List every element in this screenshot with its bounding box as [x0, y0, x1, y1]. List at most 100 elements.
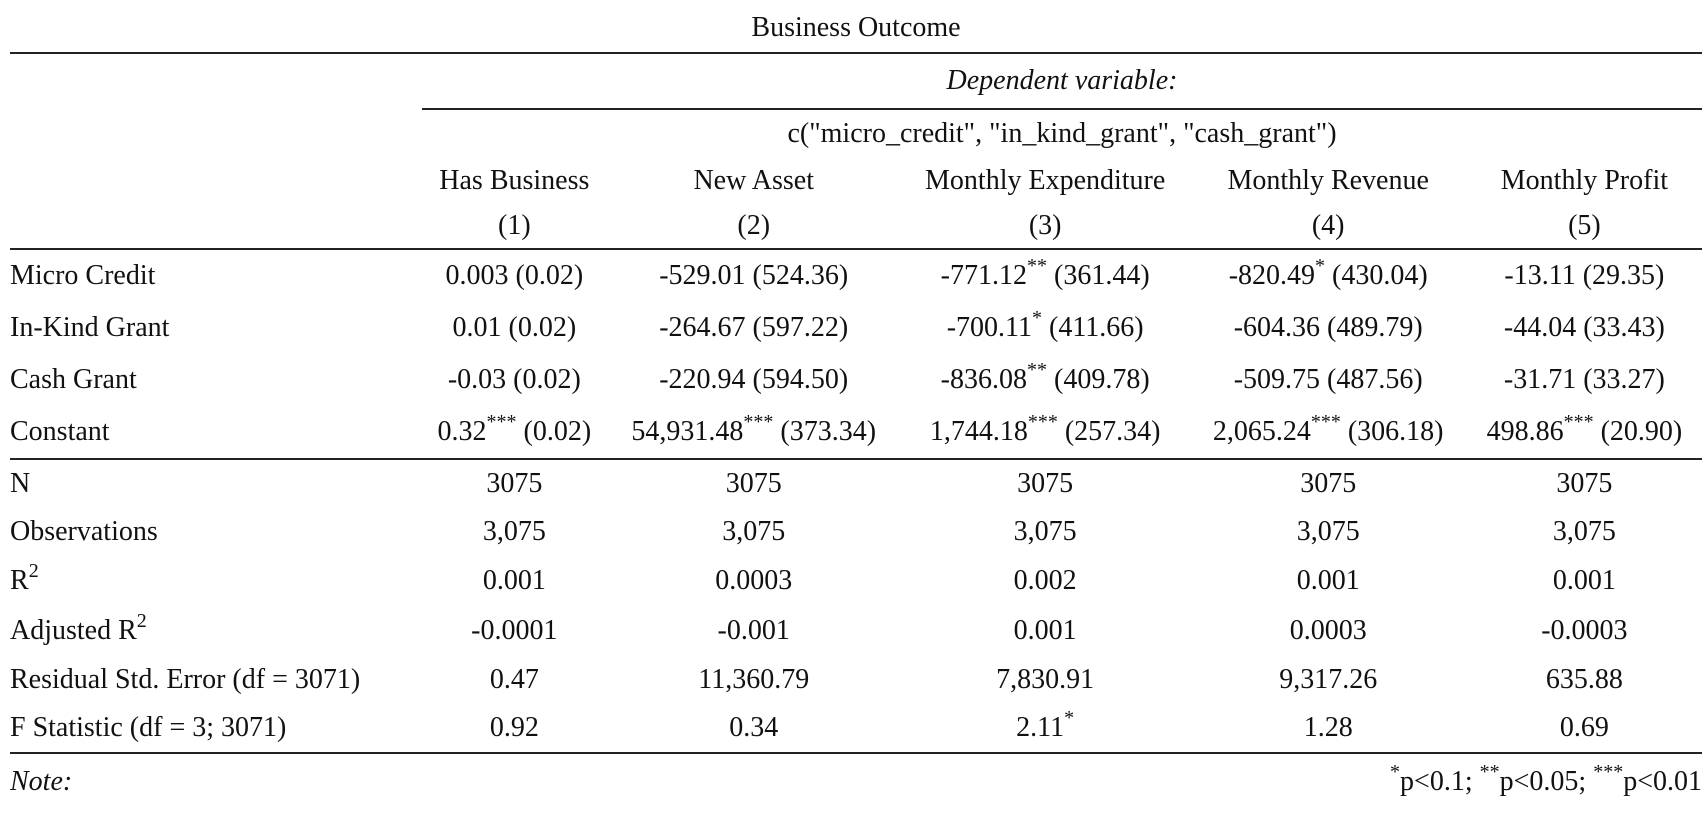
standard-error: (409.78): [1047, 364, 1150, 395]
significance-stars: **: [1479, 761, 1500, 783]
coefficient-cell: -44.04 (33.43): [1467, 302, 1702, 354]
column-numbers-row: (1) (2) (3) (4) (5): [10, 204, 1702, 250]
column-number: (5): [1466, 204, 1702, 250]
coefficient-estimate: 0.003: [445, 260, 509, 291]
coefficient-cell: -264.67 (597.22): [607, 302, 901, 354]
coefficient-estimate: 0.32: [437, 416, 487, 447]
significance-stars: ***: [743, 411, 774, 433]
coefficient-estimate: -604.36: [1233, 312, 1321, 343]
coefficient-row: Constant 0.32*** (0.02) 54,931.48*** (373.…: [10, 406, 1702, 460]
coefficients-section: Micro Credit 0.003 (0.02) -529.01 (524.36)…: [10, 249, 1702, 460]
statistic-label-text: Observations: [10, 516, 158, 547]
standard-error: (29.35): [1575, 260, 1665, 291]
column-number: (3): [900, 204, 1190, 250]
significance-stars: ***: [486, 411, 517, 433]
significance-stars: **: [1027, 359, 1047, 381]
variable-label: Cash Grant: [10, 364, 137, 395]
statistic-value: 3075: [486, 468, 543, 499]
coefficient-cell: 0.003 (0.02): [422, 249, 607, 302]
statistic-value-cell: 9,317.26: [1190, 656, 1467, 704]
coefficient-estimate: -13.11: [1504, 260, 1576, 291]
table-caption-row: Business Outcome: [10, 4, 1702, 54]
significance-stars: *: [1032, 307, 1042, 329]
coefficient-row: Micro Credit 0.003 (0.02) -529.01 (524.36)…: [10, 249, 1702, 302]
coefficient-cell: 2,065.24*** (306.18): [1189, 406, 1467, 460]
statistic-value: 3,075: [1013, 516, 1077, 547]
coefficient-cell: -529.01 (524.36): [607, 249, 901, 302]
coefficient-cell: 54,931.48*** (373.34): [606, 406, 901, 460]
dependent-variable-value: c("micro_credit", "in_kind_grant", "cash…: [787, 118, 1337, 149]
coefficient-row: In-Kind Grant 0.01 (0.02) -264.67 (597.22)…: [10, 302, 1702, 354]
significance-legend: *p<0.1; **p<0.05; ***p<0.01: [422, 753, 1702, 810]
column-name: Monthly Profit: [1500, 165, 1669, 196]
statistic-value-cell: 0.002: [901, 556, 1190, 606]
standard-error: (257.34): [1057, 416, 1161, 447]
coefficient-cell: -220.94 (594.50): [607, 354, 901, 406]
statistic-value-cell: 0.69: [1466, 704, 1702, 754]
blank-cell: [10, 204, 422, 250]
coefficient-cell: -0.03 (0.02): [422, 354, 607, 406]
statistic-value-cell: 3,075: [901, 508, 1190, 556]
standard-error: (489.79): [1320, 312, 1423, 343]
coefficient-estimate: -31.71: [1503, 364, 1577, 395]
statistic-value: 0.0003: [715, 565, 793, 596]
statistic-value: 0.92: [489, 712, 539, 743]
statistic-value-cell: 0.001: [422, 556, 607, 606]
statistic-value-cell: 3,075: [607, 508, 901, 556]
statistic-value: 3075: [1017, 468, 1074, 499]
statistic-value: 3075: [1300, 468, 1357, 499]
statistic-value-cell: 3,075: [1190, 508, 1467, 556]
statistic-value-cell: 11,360.79: [607, 656, 901, 704]
significance-threshold: p<0.01: [1623, 766, 1702, 797]
statistic-value: 635.88: [1545, 664, 1623, 695]
standard-error: (361.44): [1047, 260, 1150, 291]
statistic-value: 3075: [725, 468, 782, 499]
statistic-value-cell: 0.92: [422, 704, 607, 754]
statistic-value-cell: 3075: [901, 459, 1190, 508]
coefficient-cell: 498.86*** (20.90): [1466, 406, 1702, 460]
standard-error: (33.27): [1576, 364, 1665, 395]
statistic-value-cell: 1.28: [1189, 704, 1467, 754]
statistic-value: 3,075: [1552, 516, 1616, 547]
coefficient-estimate: -700.11: [946, 312, 1032, 343]
statistic-label-superscript: 2: [136, 610, 147, 632]
coefficient-estimate: -836.08: [940, 364, 1027, 395]
statistic-value: 0.0003: [1289, 615, 1367, 646]
variable-label: In-Kind Grant: [10, 312, 170, 343]
coefficient-row: Cash Grant -0.03 (0.02) -220.94 (594.50) -8…: [10, 354, 1702, 406]
variable-label: Constant: [10, 406, 422, 460]
statistic-label-text: N: [10, 468, 31, 499]
coefficient-estimate: -529.01: [659, 260, 746, 291]
statistic-value-cell: -0.001: [607, 606, 901, 656]
statistic-value-cell: 0.47: [422, 656, 607, 704]
standard-error: (594.50): [745, 364, 849, 395]
standard-error: (487.56): [1320, 364, 1423, 395]
standard-error: (306.18): [1340, 416, 1444, 447]
dependent-variable-value-row: c("micro_credit", "in_kind_grant", "cash…: [10, 109, 1702, 158]
variable-label: Micro Credit: [10, 260, 156, 291]
standard-error: (430.04): [1325, 260, 1428, 291]
blank-cell: [10, 53, 422, 109]
table-title: Business Outcome: [10, 4, 1702, 54]
note-row: Note: *p<0.1; **p<0.05; ***p<0.01: [10, 753, 1702, 810]
statistic-value-cell: 3075: [1467, 459, 1702, 508]
coefficient-cell: -604.36 (489.79): [1190, 302, 1467, 354]
statistic-label-text: R: [10, 565, 29, 596]
statistic-row: Residual Std. Error (df = 3071) 0.47 11,36…: [10, 656, 1702, 704]
column-number: (4): [1189, 204, 1467, 250]
standard-error: (0.02): [516, 416, 592, 447]
statistic-label-text: F Statistic (df = 3; 3071): [10, 712, 287, 743]
statistic-label: F Statistic (df = 3; 3071): [10, 704, 422, 754]
statistic-value-cell: 3,075: [422, 508, 607, 556]
coefficient-cell: -700.11* (411.66): [901, 302, 1190, 354]
statistic-row: N 3075 3075 3075 3075 3075: [10, 459, 1702, 508]
statistic-value: 3,075: [482, 516, 546, 547]
statistic-value: 0.001: [1013, 615, 1077, 646]
blank-cell: [10, 158, 422, 204]
statistic-row: R2 0.001 0.0003 0.002 0.001 0.001: [10, 556, 1702, 606]
statistic-row: Observations 3,075 3,075 3,075 3,075 3,075: [10, 508, 1702, 556]
statistic-value-cell: 2.11*: [900, 704, 1190, 754]
statistic-value: 9,317.26: [1279, 664, 1378, 695]
statistic-value: 1.28: [1303, 712, 1353, 743]
significance-stars: **: [1027, 255, 1047, 277]
